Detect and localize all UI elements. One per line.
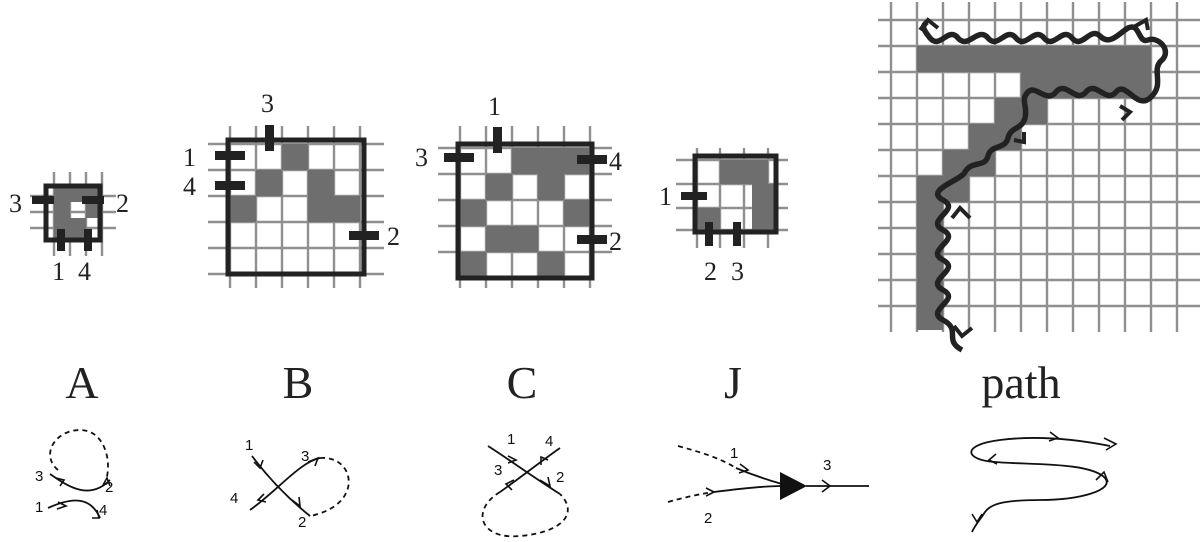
caption-path: path [981, 357, 1060, 408]
tile-J-terminal-1: 1 [659, 182, 672, 211]
schematic-B: 1 3 4 2 [230, 437, 350, 531]
tile-B-terminal-4: 4 [183, 172, 196, 201]
schematic-A-label-1: 1 [35, 499, 43, 516]
tile-C-terminal-1: 1 [488, 92, 501, 121]
tile-A-terminal-4: 4 [78, 257, 91, 286]
schematic-A: 3 2 1 4 [35, 429, 113, 519]
tile-C-terminal-2: 2 [609, 227, 622, 256]
schematic-B-label-1: 1 [245, 437, 253, 454]
schematic-C: 1 4 3 2 [481, 431, 569, 538]
caption-A: A [65, 357, 98, 408]
tile-path-wavy-route [920, 19, 1169, 353]
tile-A-border [43, 183, 103, 243]
tile-C-terminal-4: 4 [609, 147, 622, 176]
tile-A: 3 2 1 4 [9, 172, 129, 286]
tile-A-terminal-2: 2 [116, 189, 129, 218]
schematic-A-label-4: 4 [99, 502, 107, 519]
tile-J-terminal-3: 3 [731, 257, 744, 286]
schematic-J-junction-icon [780, 472, 807, 500]
schematic-B-label-3: 3 [301, 448, 309, 465]
tile-C-terminal-3: 3 [415, 143, 428, 172]
schematic-J-label-2: 2 [704, 510, 712, 527]
schematic-A-label-2: 2 [105, 479, 113, 496]
tile-path [878, 2, 1200, 353]
tile-B-terminal-3: 3 [261, 89, 274, 118]
tile-B-border [225, 137, 367, 277]
tile-B-terminal-2: 2 [387, 222, 400, 251]
caption-B: B [283, 357, 314, 408]
schematic-B-label-2: 2 [298, 514, 306, 531]
tile-B-terminal-1: 1 [183, 143, 196, 172]
tile-J: 1 2 3 [659, 148, 788, 286]
tile-A-terminal-3: 3 [9, 189, 22, 218]
schematic-C-label-4: 4 [545, 433, 553, 450]
schematic-A-label-3: 3 [35, 468, 43, 485]
schematic-C-label-1: 1 [507, 431, 515, 448]
tile-C: 1 3 4 2 [415, 92, 622, 288]
schematic-J: 1 2 3 [667, 445, 869, 527]
schematic-J-label-3: 3 [823, 457, 831, 474]
schematic-C-label-3: 3 [494, 462, 502, 479]
schematic-J-label-1: 1 [730, 445, 738, 462]
schematic-path [970, 431, 1118, 533]
caption-J: J [724, 357, 742, 408]
tile-J-terminal-2: 2 [704, 257, 717, 286]
schematic-C-label-2: 2 [556, 469, 564, 486]
schematic-B-label-4: 4 [230, 490, 238, 507]
tile-A-terminal-1: 1 [52, 257, 65, 286]
caption-C: C [507, 357, 538, 408]
tile-path-arrowheads [918, 16, 1150, 339]
tile-B: 3 1 4 2 [183, 89, 400, 288]
tile-C-border [455, 141, 595, 281]
